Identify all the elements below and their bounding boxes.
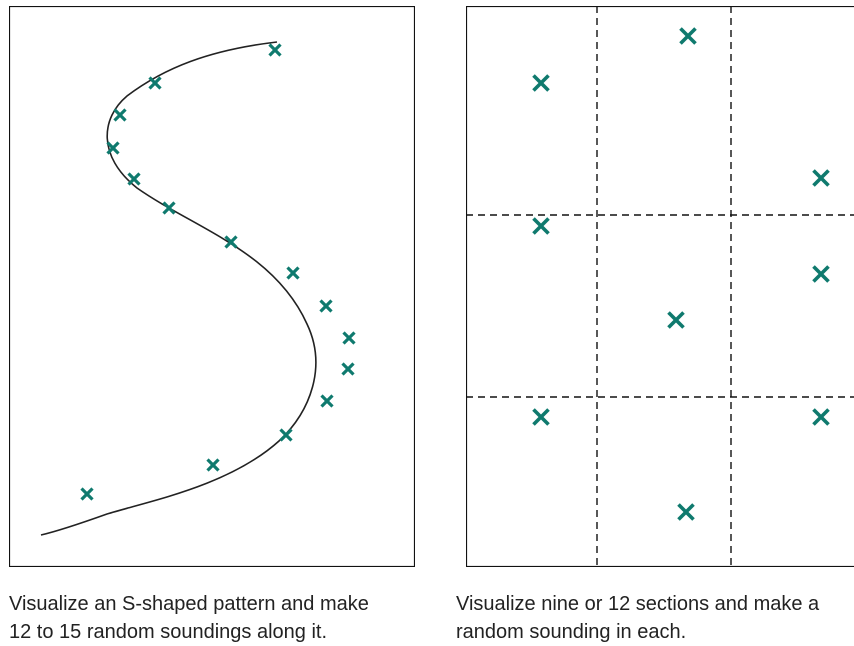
sounding-x-mark-icon <box>270 45 281 56</box>
right-caption-line-2: random sounding in each. <box>456 618 854 646</box>
sections-canvas <box>466 6 854 567</box>
left-caption-line-1: Visualize an S-shaped pattern and make <box>9 590 409 618</box>
sounding-x-mark-icon <box>129 174 140 185</box>
sounding-x-mark-icon <box>281 430 292 441</box>
sounding-x-mark-icon <box>150 78 161 89</box>
left-caption-line-2: 12 to 15 random soundings along it. <box>9 618 409 646</box>
sounding-x-mark-icon <box>343 364 354 375</box>
right-caption: Visualize nine or 12 sections and make a… <box>456 590 854 646</box>
sounding-x-mark-icon <box>534 76 549 91</box>
sounding-x-mark-icon <box>534 219 549 234</box>
sounding-x-mark-icon <box>679 505 694 520</box>
sounding-x-mark-icon <box>681 29 696 44</box>
sounding-x-mark-icon <box>208 460 219 471</box>
s-curve <box>41 42 316 535</box>
sounding-x-mark-icon <box>82 489 93 500</box>
sounding-x-mark-icon <box>814 267 829 282</box>
sounding-x-mark-icon <box>814 171 829 186</box>
sections-diagram <box>466 6 854 567</box>
s-pattern-diagram <box>9 6 415 567</box>
sounding-x-mark-icon <box>534 410 549 425</box>
sounding-x-mark-icon <box>164 203 175 214</box>
left-caption: Visualize an S-shaped pattern and make 1… <box>9 590 409 646</box>
sounding-x-mark-icon <box>344 333 355 344</box>
right-frame <box>467 7 854 567</box>
sounding-x-mark-icon <box>322 396 333 407</box>
sounding-x-mark-icon <box>115 110 126 121</box>
left-frame <box>10 7 415 567</box>
sounding-x-mark-icon <box>669 313 684 328</box>
sounding-markers <box>82 45 355 500</box>
sounding-x-mark-icon <box>814 410 829 425</box>
s-pattern-canvas <box>9 6 415 567</box>
right-caption-line-1: Visualize nine or 12 sections and make a <box>456 590 854 618</box>
sounding-markers <box>534 29 829 520</box>
sounding-x-mark-icon <box>288 268 299 279</box>
sounding-x-mark-icon <box>321 301 332 312</box>
